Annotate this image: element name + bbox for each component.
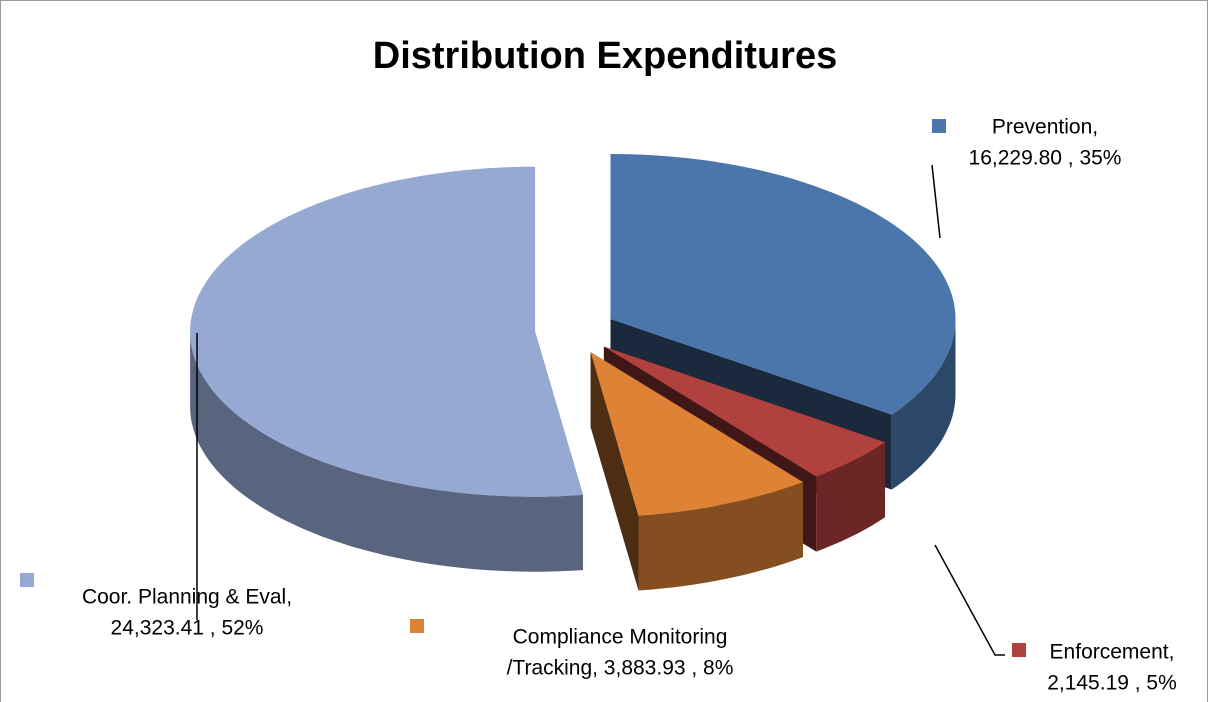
slice-wall: [190, 331, 583, 572]
slice-wall: [638, 482, 803, 591]
leader-line: [931, 164, 941, 239]
data-label: Prevention,: [992, 116, 1098, 139]
labels: Prevention, 16,229.80 , 35% Enforcement, 2,…: [20, 116, 1177, 695]
data-label: Compliance Monitoring: [513, 626, 728, 649]
slice: [603, 346, 885, 477]
legend-key: [20, 573, 34, 587]
chart-title: Distribution Expenditures: [373, 35, 837, 77]
data-label: Enforcement,: [1050, 641, 1175, 664]
slice-wall: [816, 442, 885, 552]
legend-key: [410, 619, 424, 633]
slice: [590, 352, 803, 516]
legend-key: [1012, 643, 1026, 657]
legend-key: [932, 119, 946, 133]
data-label: 2,145.19 , 5%: [1047, 672, 1177, 695]
slice-cut-face: [590, 352, 639, 591]
data-label: 16,229.80 , 35%: [969, 147, 1122, 170]
data-label: /Tracking, 3,883.93 , 8%: [507, 657, 734, 680]
slice: [610, 154, 956, 415]
data-label: 24,323.41 , 52%: [111, 617, 264, 640]
data-label: Coor. Planning & Eval,: [82, 586, 292, 609]
leader-line: [934, 544, 1005, 656]
slice-wall: [891, 319, 956, 490]
slice: [190, 166, 583, 497]
pie: [190, 154, 956, 591]
leader-lines: [196, 164, 1005, 656]
